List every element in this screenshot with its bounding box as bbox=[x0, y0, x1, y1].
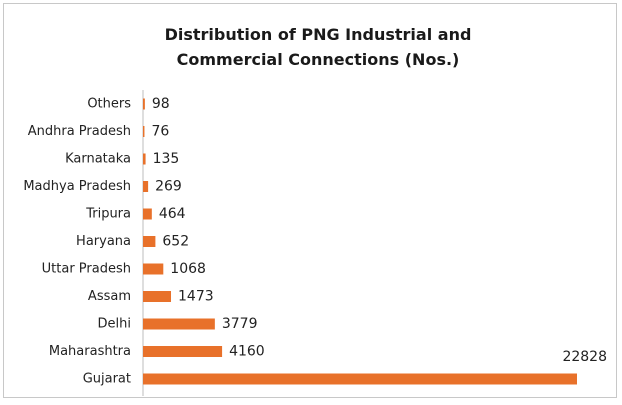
bar bbox=[143, 346, 223, 357]
category-label: Maharashtra bbox=[49, 344, 131, 359]
value-label: 76 bbox=[151, 124, 169, 140]
value-label: 269 bbox=[155, 179, 182, 195]
category-label: Tripura bbox=[85, 207, 131, 222]
category-label: Madhya Pradesh bbox=[23, 179, 131, 194]
category-label: Delhi bbox=[98, 317, 131, 332]
chart-frame bbox=[3, 3, 617, 398]
value-label: 4160 bbox=[229, 344, 265, 360]
category-label: Andhra Pradesh bbox=[28, 124, 131, 139]
chart-title: Distribution of PNG Industrial and Comme… bbox=[164, 25, 472, 69]
value-label: 464 bbox=[159, 206, 186, 222]
value-label: 1068 bbox=[170, 261, 206, 277]
value-label: 652 bbox=[162, 234, 189, 250]
category-label: Haryana bbox=[76, 234, 131, 249]
bar bbox=[143, 181, 149, 192]
category-label: Gujarat bbox=[83, 372, 131, 387]
bar bbox=[143, 153, 146, 165]
value-label: 98 bbox=[152, 96, 170, 112]
bar bbox=[143, 208, 152, 220]
bar bbox=[143, 236, 156, 247]
bar bbox=[143, 291, 172, 302]
category-label: Others bbox=[87, 97, 131, 112]
bar bbox=[143, 318, 215, 330]
bar bbox=[143, 263, 164, 275]
bar bbox=[143, 98, 145, 110]
value-label: 22828 bbox=[562, 349, 607, 365]
category-label: Assam bbox=[88, 289, 131, 304]
bar bbox=[143, 126, 145, 137]
bar bbox=[143, 373, 577, 385]
value-label: 1473 bbox=[178, 289, 214, 305]
value-label: 135 bbox=[153, 151, 180, 167]
category-label: Uttar Pradesh bbox=[42, 262, 131, 277]
value-label: 3779 bbox=[222, 316, 258, 332]
category-label: Karnataka bbox=[65, 152, 131, 167]
